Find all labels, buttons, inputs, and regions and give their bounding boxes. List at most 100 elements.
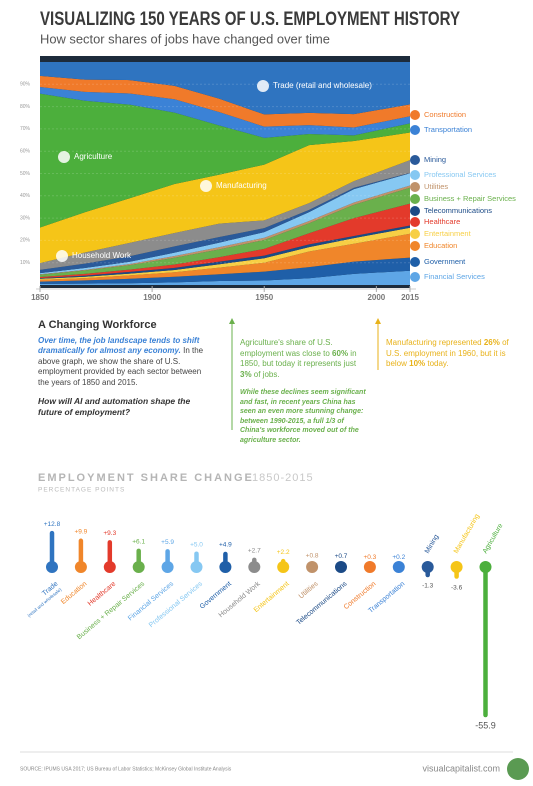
y-tick-label: 70% bbox=[20, 126, 31, 132]
value-label: -55.9 bbox=[475, 720, 496, 730]
area bbox=[40, 93, 410, 228]
sector-icon bbox=[363, 561, 376, 573]
legend-icon bbox=[410, 229, 420, 239]
sector-icon bbox=[277, 561, 290, 573]
series-icon bbox=[56, 250, 68, 262]
x-tick-label: 1850 bbox=[31, 293, 49, 302]
sector-icon bbox=[335, 561, 347, 573]
source: SOURCE: IPUMS USA 2017; US Bureau of Lab… bbox=[20, 766, 232, 772]
legend-label: Business + Repair Services bbox=[424, 194, 516, 203]
manufacturing-paragraph: Manufacturing represented 26% of U.S. em… bbox=[386, 338, 511, 370]
legend-icon bbox=[410, 125, 420, 135]
text-segment: Manufacturing represented bbox=[386, 338, 484, 347]
text-segment: 60% bbox=[332, 348, 349, 358]
value-label: -1.3 bbox=[422, 583, 434, 590]
sector-icon bbox=[219, 561, 232, 573]
legend-label: Professional Services bbox=[424, 170, 496, 179]
sector-icon bbox=[392, 561, 405, 573]
y-tick-label: 20% bbox=[20, 238, 31, 244]
legend-icon bbox=[410, 182, 420, 192]
sector-icon bbox=[190, 561, 203, 573]
intro-paragraph: Over time, the job landscape tends to sh… bbox=[38, 336, 213, 389]
value-label: +0.8 bbox=[306, 553, 319, 560]
logo bbox=[507, 758, 529, 780]
legend-label: Telecommunications bbox=[424, 206, 492, 215]
x-tick-label: 1950 bbox=[255, 293, 273, 302]
area bbox=[40, 233, 410, 282]
china-note: While these declines seem significant an… bbox=[240, 389, 366, 444]
value-label: +9.3 bbox=[103, 530, 116, 537]
value-label: +0.2 bbox=[392, 554, 405, 561]
y-tick-label: 50% bbox=[20, 171, 31, 177]
sector-icon bbox=[306, 561, 319, 573]
legend-icon bbox=[410, 217, 420, 227]
area bbox=[40, 257, 410, 284]
category-label: Manufacturing bbox=[453, 513, 481, 555]
x-tick-label: 2015 bbox=[401, 293, 419, 302]
category-label: Telecommunications bbox=[295, 580, 348, 626]
value-label: +2.7 bbox=[248, 548, 261, 555]
text-segment: 26% bbox=[483, 338, 500, 347]
title: VISUALIZING 150 YEARS OF U.S. EMPLOYMENT… bbox=[40, 9, 460, 30]
manufacturing-note: Manufacturing represented 26% of U.S. em… bbox=[386, 338, 511, 370]
legend-label: Utilities bbox=[424, 182, 448, 191]
value-label: +12.8 bbox=[44, 521, 61, 528]
site: visualcapitalist.com bbox=[422, 763, 500, 773]
text-segment: in 1850, but today it represents just bbox=[240, 348, 357, 369]
area bbox=[40, 132, 410, 264]
legend-label: Government bbox=[424, 257, 466, 266]
area bbox=[40, 62, 410, 115]
x-tick-label: 1900 bbox=[143, 293, 161, 302]
category-label: Utilities bbox=[298, 580, 320, 600]
legend-label: Healthcare bbox=[424, 217, 460, 226]
series-label: Manufacturing bbox=[216, 181, 267, 190]
value-label: +6.1 bbox=[132, 539, 145, 546]
value-label: +0.7 bbox=[335, 553, 348, 560]
legend-icon bbox=[410, 241, 420, 251]
intro-question: How will AI and automation shape the fut… bbox=[38, 396, 191, 417]
text-segment: 10% bbox=[409, 359, 426, 368]
value-label: +2.2 bbox=[277, 549, 290, 556]
sector-icon bbox=[132, 561, 145, 573]
text-segment: Agriculture's share of U.S. employment w… bbox=[240, 338, 333, 358]
value-label: +0.3 bbox=[363, 554, 376, 561]
value-label: -3.6 bbox=[451, 584, 463, 591]
series-label: Agriculture bbox=[74, 152, 113, 161]
legend-label: Education bbox=[424, 241, 457, 250]
text-segment: In the above graph, we show the share of… bbox=[38, 346, 204, 387]
text-segment: 3% bbox=[240, 369, 252, 379]
sector-icon bbox=[161, 561, 174, 573]
legend-label: Mining bbox=[424, 155, 446, 164]
value-label: +4.9 bbox=[219, 542, 232, 549]
y-tick-label: 80% bbox=[20, 104, 31, 110]
category-label: Agriculture bbox=[482, 522, 505, 555]
chart-title: EMPLOYMENT SHARE CHANGE bbox=[38, 472, 254, 484]
legend-icon bbox=[410, 155, 420, 165]
legend-icon bbox=[410, 257, 420, 267]
chart-period: 1850-2015 bbox=[252, 472, 314, 484]
arrow bbox=[229, 318, 235, 324]
y-tick-label: 40% bbox=[20, 193, 31, 199]
series-icon bbox=[58, 151, 70, 163]
legend-icon bbox=[410, 272, 420, 282]
sector-icon bbox=[46, 561, 58, 573]
agriculture-note: Agriculture's share of U.S. employment w… bbox=[240, 338, 368, 445]
agriculture-paragraph: Agriculture's share of U.S. employment w… bbox=[240, 338, 368, 380]
legend-label: Financial Services bbox=[424, 272, 485, 281]
area bbox=[40, 75, 410, 128]
y-tick-label: 90% bbox=[20, 82, 31, 88]
category-label: Education bbox=[60, 581, 88, 606]
y-tick-label: 60% bbox=[20, 149, 31, 155]
area bbox=[40, 86, 410, 138]
subtitle: How sector shares of jobs have changed o… bbox=[40, 31, 330, 46]
intro: A Changing Workforce Over time, the job … bbox=[38, 320, 213, 417]
text-segment: of jobs. bbox=[251, 369, 280, 379]
series-label: Trade (retail and wholesale) bbox=[273, 81, 372, 90]
legend-icon bbox=[410, 110, 420, 120]
text-segment: of U.S. employment in 1960, but it is be… bbox=[386, 338, 509, 368]
series-label: Household Work bbox=[72, 251, 132, 260]
legend-label: Entertainment bbox=[424, 229, 472, 238]
legend-label: Construction bbox=[424, 110, 466, 119]
area bbox=[40, 172, 410, 274]
area bbox=[40, 270, 410, 285]
